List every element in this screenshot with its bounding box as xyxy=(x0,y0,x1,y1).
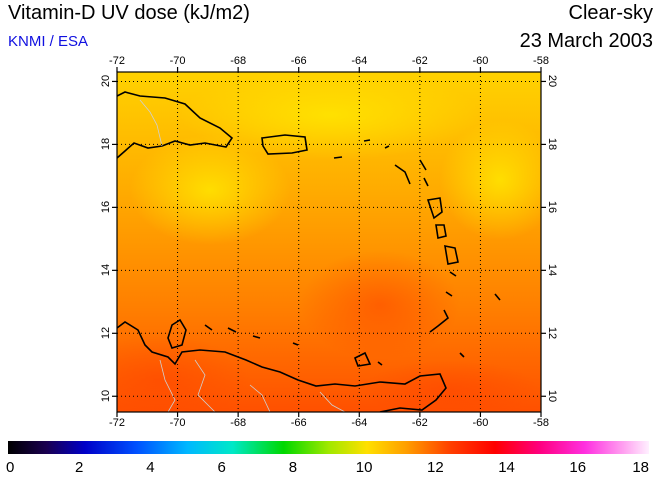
coastlines xyxy=(117,91,501,412)
credit-label: KNMI / ESA xyxy=(8,33,89,50)
lat-tick-label: 20 xyxy=(546,75,558,88)
lat-tick-label: 18 xyxy=(100,138,112,151)
lon-tick-label: -70 xyxy=(169,417,186,429)
lat-tick-label: 10 xyxy=(546,390,558,403)
borders xyxy=(139,99,346,412)
lon-tick-label: -62 xyxy=(411,417,428,429)
sky-mode-label: Clear-sky xyxy=(568,2,653,24)
lon-tick-label: -58 xyxy=(533,55,549,67)
lat-tick-label: 16 xyxy=(100,201,112,214)
colorbar-tick-label: 18 xyxy=(632,459,649,476)
lon-tick-label: -66 xyxy=(290,55,307,67)
lat-tick-label: 14 xyxy=(100,264,112,277)
lon-tick-label: -72 xyxy=(109,55,125,67)
map-title: Vitamin-D UV dose (kJ/m2) xyxy=(8,2,250,24)
lon-tick-label: -68 xyxy=(230,55,247,67)
colorbar-tick-label: 16 xyxy=(569,459,587,476)
graticule xyxy=(117,72,541,412)
lat-tick-label: 12 xyxy=(546,327,558,340)
colorbar-tick-label: 4 xyxy=(146,459,155,476)
lat-tick-label: 20 xyxy=(100,75,112,88)
colorbar-tick-label: 12 xyxy=(426,459,444,476)
colorbar xyxy=(8,441,649,454)
colorbar-tick-label: 14 xyxy=(498,459,515,476)
colorbar-tick-label: 6 xyxy=(217,459,226,476)
lon-tick-label: -72 xyxy=(109,417,125,429)
lon-tick-label: -64 xyxy=(351,55,368,67)
lat-tick-label: 16 xyxy=(546,201,558,214)
lon-tick-label: -58 xyxy=(533,417,549,429)
colorbar-tick-label: 2 xyxy=(75,459,84,476)
lon-tick-label: -70 xyxy=(169,55,186,67)
lon-tick-label: -60 xyxy=(472,55,489,67)
lat-tick-label: 18 xyxy=(546,138,558,151)
lon-tick-label: -62 xyxy=(411,55,428,67)
lat-tick-label: 12 xyxy=(100,327,112,340)
lat-tick-label: 10 xyxy=(100,390,112,403)
uv-dose-field xyxy=(117,72,541,412)
date-label: 23 March 2003 xyxy=(519,30,653,52)
colorbar-tick-label: 10 xyxy=(355,459,373,476)
lat-tick-label: 14 xyxy=(546,264,558,277)
lon-tick-label: -68 xyxy=(230,417,247,429)
map-frame xyxy=(116,71,542,413)
tick-marks xyxy=(112,67,546,417)
colorbar-tick-label: 8 xyxy=(288,459,298,476)
lon-tick-label: -66 xyxy=(290,417,307,429)
lon-tick-label: -64 xyxy=(351,417,368,429)
lon-tick-label: -60 xyxy=(472,417,489,429)
colorbar-tick-label: 0 xyxy=(6,459,15,476)
